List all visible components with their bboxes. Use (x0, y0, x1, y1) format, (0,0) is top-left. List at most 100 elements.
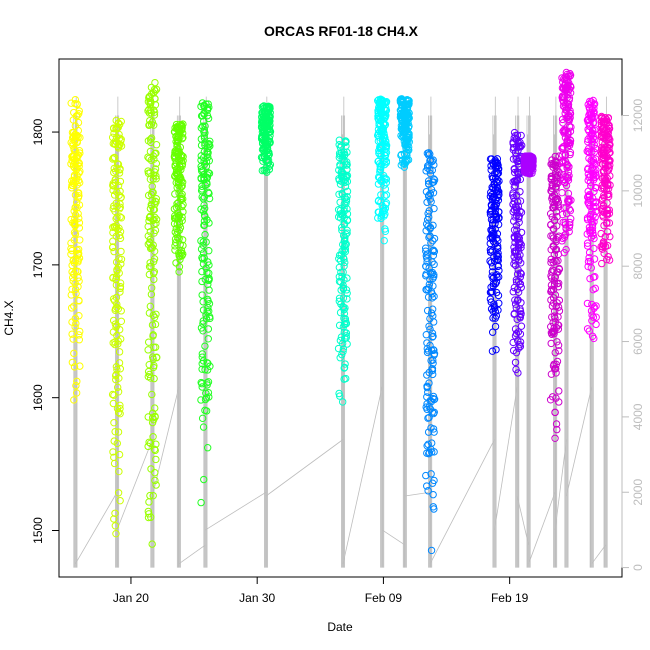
data-point (179, 200, 187, 209)
data-point (199, 423, 208, 431)
data-point (205, 313, 214, 321)
data-point (343, 187, 352, 196)
data-point (117, 255, 126, 263)
data-point (175, 211, 183, 219)
data-point (68, 273, 77, 282)
data-point (201, 230, 209, 239)
data-point (172, 132, 181, 141)
data-point (379, 127, 387, 135)
data-point (341, 360, 349, 368)
data-point (551, 408, 559, 417)
data-point (146, 147, 155, 156)
data-point (590, 244, 598, 253)
data-point (201, 342, 209, 350)
data-point (68, 285, 76, 293)
data-point (198, 267, 206, 276)
data-point (112, 281, 121, 289)
data-point (177, 192, 186, 201)
data-point (172, 259, 180, 267)
data-point (597, 118, 606, 126)
data-point (584, 100, 592, 109)
data-point (603, 143, 611, 151)
data-point (516, 143, 525, 151)
data-point (108, 133, 117, 142)
data-point (199, 306, 208, 314)
data-point (201, 366, 209, 374)
data-point (587, 264, 595, 272)
data-point (511, 202, 520, 211)
data-point (335, 321, 344, 330)
y2-tick-label: 2000 (631, 479, 645, 506)
data-point (204, 153, 212, 161)
data-point (110, 153, 119, 162)
data-point (75, 331, 83, 339)
data-point (152, 481, 160, 489)
data-point (170, 128, 179, 136)
data-point (170, 151, 179, 160)
data-point (340, 213, 349, 222)
data-point (558, 210, 567, 219)
data-point (149, 175, 157, 183)
data-point (489, 192, 497, 201)
data-point (427, 185, 436, 194)
data-point (73, 152, 82, 161)
data-point (424, 347, 433, 355)
data-point (116, 165, 124, 173)
data-point (552, 245, 561, 254)
data-point (598, 259, 606, 268)
data-point (71, 214, 79, 223)
data-point (203, 444, 212, 452)
data-point (423, 449, 431, 457)
data-point (146, 116, 154, 125)
data-point (198, 122, 207, 130)
data-point (341, 233, 349, 242)
altitude-trace-connector (528, 492, 556, 564)
data-point (401, 157, 409, 165)
data-point (335, 255, 343, 263)
data-point (336, 308, 345, 317)
data-point (112, 232, 121, 240)
data-point (591, 135, 599, 144)
data-point (589, 231, 597, 240)
data-point (492, 312, 501, 320)
y2-tick-label: 6000 (631, 328, 645, 355)
data-point (585, 254, 593, 262)
data-point (509, 144, 518, 152)
data-point (342, 199, 350, 208)
data-point (147, 106, 155, 115)
data-point (147, 465, 155, 473)
data-point (203, 178, 211, 187)
data-point (112, 199, 120, 208)
data-point (109, 339, 117, 347)
data-point (509, 288, 517, 296)
data-point (201, 129, 209, 137)
data-point (567, 215, 575, 223)
data-point (549, 362, 558, 370)
data-point (113, 383, 122, 392)
data-point (148, 409, 157, 417)
data-point (75, 297, 83, 305)
data-point (513, 285, 522, 294)
data-point (145, 438, 153, 446)
data-point (144, 107, 152, 115)
data-point (429, 251, 438, 260)
data-point (560, 175, 568, 184)
data-point (117, 317, 126, 325)
data-point (429, 503, 437, 511)
data-point (548, 393, 557, 401)
data-point (197, 498, 205, 507)
data-point (430, 351, 438, 359)
data-point (492, 162, 500, 170)
data-point (149, 332, 157, 340)
data-point (430, 204, 438, 213)
data-point (550, 365, 559, 373)
data-point (198, 365, 206, 373)
data-point (516, 273, 525, 281)
data-point (566, 136, 575, 145)
data-point (583, 325, 592, 333)
data-point (589, 313, 598, 321)
data-point (201, 160, 209, 168)
data-point (110, 453, 118, 462)
data-point (587, 182, 595, 190)
data-point (336, 257, 345, 265)
